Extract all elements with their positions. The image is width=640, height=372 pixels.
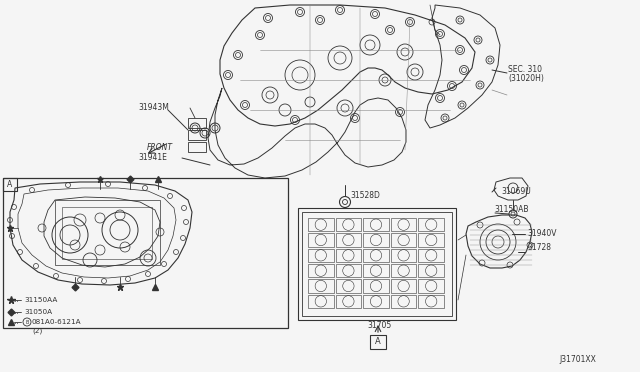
Bar <box>391 295 417 308</box>
Bar <box>335 233 361 247</box>
Bar <box>364 218 389 231</box>
Text: ...: ... <box>12 297 19 303</box>
Bar <box>302 212 452 316</box>
Bar <box>419 248 444 262</box>
Bar <box>308 248 333 262</box>
Text: 31150AB: 31150AB <box>494 205 529 215</box>
Bar <box>335 279 361 293</box>
Text: 31528D: 31528D <box>350 192 380 201</box>
Bar <box>308 264 333 278</box>
Text: SEC. 310: SEC. 310 <box>508 65 542 74</box>
Text: 31728: 31728 <box>527 244 551 253</box>
Bar <box>419 218 444 231</box>
Text: ...: ... <box>12 319 19 325</box>
Bar <box>62 207 152 259</box>
Text: 31705: 31705 <box>367 321 391 330</box>
Bar <box>3 178 17 191</box>
Text: B: B <box>26 320 29 324</box>
Bar <box>308 279 333 293</box>
Bar <box>188 118 206 128</box>
Bar <box>364 248 389 262</box>
Bar <box>335 264 361 278</box>
Text: (31020H): (31020H) <box>508 74 544 83</box>
Bar <box>391 233 417 247</box>
Bar <box>391 279 417 293</box>
Bar <box>364 295 389 308</box>
Text: 31943M: 31943M <box>138 103 169 112</box>
Text: ...: ... <box>12 309 19 315</box>
Bar <box>419 264 444 278</box>
Bar <box>335 218 361 231</box>
Bar <box>188 130 206 140</box>
Text: 31940V: 31940V <box>527 230 557 238</box>
Bar <box>298 208 456 320</box>
Text: 31050A: 31050A <box>24 309 52 315</box>
Text: 31150AA: 31150AA <box>24 297 58 303</box>
Bar <box>370 335 386 349</box>
Bar <box>364 279 389 293</box>
Bar <box>335 248 361 262</box>
Text: 31941E: 31941E <box>138 153 167 161</box>
Text: (2): (2) <box>32 328 42 334</box>
Bar <box>391 218 417 231</box>
Bar <box>308 218 333 231</box>
Bar <box>3 178 288 328</box>
Bar <box>391 264 417 278</box>
Bar <box>364 264 389 278</box>
Bar <box>55 200 160 265</box>
Bar <box>335 295 361 308</box>
Text: A: A <box>375 337 381 346</box>
Bar <box>308 233 333 247</box>
Bar <box>419 233 444 247</box>
Text: FRONT: FRONT <box>147 144 173 153</box>
Bar <box>188 142 206 152</box>
Text: A: A <box>8 180 13 189</box>
Bar <box>419 279 444 293</box>
Bar <box>419 295 444 308</box>
Text: 31069U: 31069U <box>501 187 531 196</box>
Text: 081A0-6121A: 081A0-6121A <box>32 319 82 325</box>
Bar <box>364 233 389 247</box>
Bar <box>391 248 417 262</box>
Bar <box>308 295 333 308</box>
Text: J31701XX: J31701XX <box>559 356 596 365</box>
